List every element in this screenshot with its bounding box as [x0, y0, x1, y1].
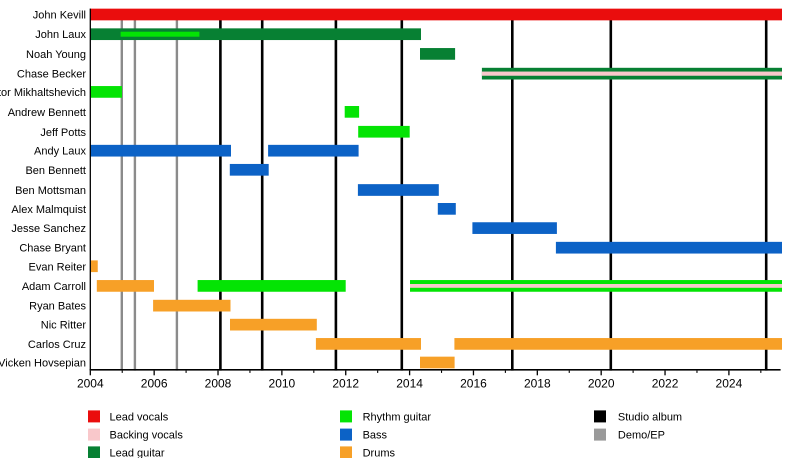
svg-text:2006: 2006 — [141, 377, 168, 391]
svg-text:Ryan Bates: Ryan Bates — [29, 301, 86, 313]
svg-text:2012: 2012 — [332, 377, 359, 391]
svg-text:Carlos Cruz: Carlos Cruz — [28, 339, 86, 351]
svg-text:Andrew Bennett: Andrew Bennett — [8, 107, 86, 119]
svg-text:2018: 2018 — [524, 377, 551, 391]
svg-text:Nic Ritter: Nic Ritter — [41, 320, 87, 332]
svg-text:Lead guitar: Lead guitar — [110, 447, 165, 458]
svg-text:John Laux: John Laux — [35, 29, 86, 41]
svg-text:2008: 2008 — [205, 377, 232, 391]
svg-text:Ben Bennett: Ben Bennett — [25, 165, 86, 177]
svg-text:2014: 2014 — [396, 377, 423, 391]
svg-text:Jesse Sanchez: Jesse Sanchez — [11, 223, 86, 235]
svg-text:Drums: Drums — [363, 447, 396, 458]
svg-text:2020: 2020 — [588, 377, 615, 391]
svg-text:Jeff Potts: Jeff Potts — [40, 127, 86, 139]
svg-text:Adam Carroll: Adam Carroll — [22, 281, 86, 293]
svg-text:Studio album: Studio album — [618, 411, 682, 423]
svg-text:Andy Laux: Andy Laux — [34, 146, 86, 158]
svg-text:Demo/EP: Demo/EP — [618, 430, 665, 442]
svg-text:2024: 2024 — [716, 377, 743, 391]
svg-text:Vicken Hovsepian: Vicken Hovsepian — [0, 358, 86, 370]
svg-text:Alex Malmquist: Alex Malmquist — [11, 204, 86, 216]
svg-text:Chase Bryant: Chase Bryant — [19, 243, 86, 255]
svg-text:2004: 2004 — [77, 377, 104, 391]
svg-text:2022: 2022 — [652, 377, 679, 391]
svg-text:Lead vocals: Lead vocals — [110, 411, 169, 423]
svg-text:Backing vocals: Backing vocals — [110, 430, 184, 442]
svg-text:Bass: Bass — [363, 430, 388, 442]
svg-text:2016: 2016 — [460, 377, 487, 391]
svg-text:Victor Mikhaltshevich: Victor Mikhaltshevich — [0, 87, 86, 99]
svg-text:Ben Mottsman: Ben Mottsman — [15, 185, 86, 197]
svg-text:2010: 2010 — [269, 377, 296, 391]
svg-text:Chase Becker: Chase Becker — [17, 69, 86, 81]
svg-text:John Kevill: John Kevill — [33, 10, 86, 22]
svg-text:Rhythm guitar: Rhythm guitar — [363, 411, 432, 423]
svg-text:Noah Young: Noah Young — [26, 49, 86, 61]
svg-text:Evan Reiter: Evan Reiter — [29, 261, 87, 273]
